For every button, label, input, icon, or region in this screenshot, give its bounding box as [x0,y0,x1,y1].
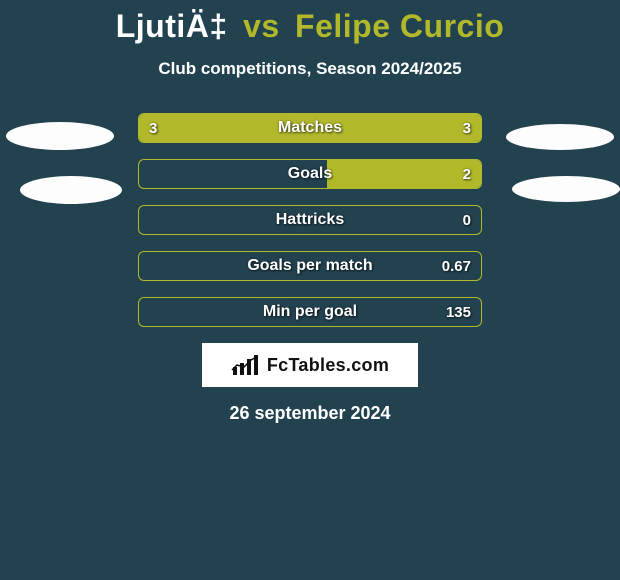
date-label: 26 september 2024 [0,403,620,424]
stat-label: Min per goal [139,298,481,326]
comparison-card: LjutiÄ‡ vs Felipe Curcio Club competitio… [0,0,620,580]
player2-club-placeholder [512,176,620,202]
player1-name: LjutiÄ‡ [116,8,228,44]
stat-value-right: 0.67 [442,252,471,280]
player2-name: Felipe Curcio [295,8,504,44]
player1-club-placeholder [20,176,122,204]
stat-row: 2Goals [138,159,482,189]
site-logo: FcTables.com [202,343,418,387]
vs-separator: vs [243,8,280,44]
stat-row: 0.67Goals per match [138,251,482,281]
stat-value-right: 3 [463,114,471,142]
stat-fill-left [139,114,310,142]
subtitle: Club competitions, Season 2024/2025 [0,59,620,79]
stat-value-right: 0 [463,206,471,234]
stat-value-right: 135 [446,298,471,326]
logo-text: FcTables.com [267,355,389,376]
stat-value-right: 2 [463,160,471,188]
stat-label: Hattricks [139,206,481,234]
stat-rows: 33Matches2Goals0Hattricks0.67Goals per m… [138,113,482,327]
stat-row: 135Min per goal [138,297,482,327]
stat-label: Goals per match [139,252,481,280]
player2-photo-placeholder [506,124,614,150]
stat-fill-right [310,114,481,142]
player1-photo-placeholder [6,122,114,150]
stat-fill-right [327,160,481,188]
stat-row: 0Hattricks [138,205,482,235]
stat-value-left: 3 [149,114,157,142]
bar-chart-icon [231,353,261,377]
stat-row: 33Matches [138,113,482,143]
page-title: LjutiÄ‡ vs Felipe Curcio [0,8,620,45]
